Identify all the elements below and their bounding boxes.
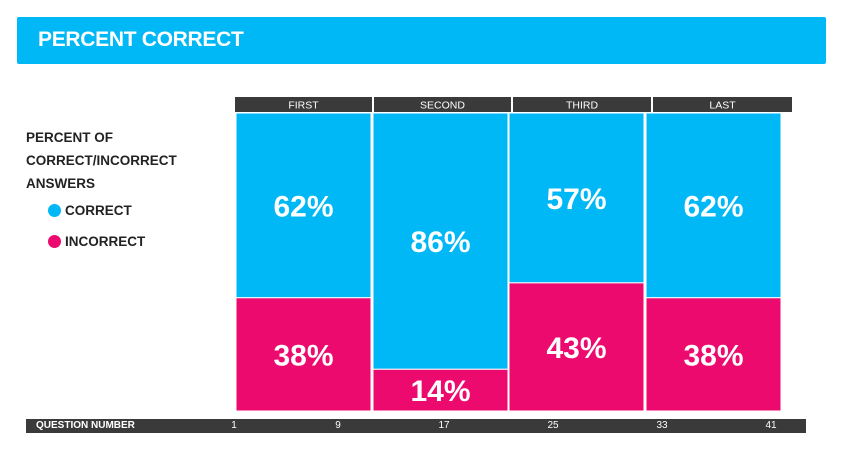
category-header [653,97,792,112]
x-tick: 33 [656,420,668,431]
x-axis-title: QUESTION NUMBER [36,420,135,431]
data-label-incorrect: 14% [410,375,470,408]
category-label: SECOND [420,100,465,112]
category-header [513,97,651,112]
legend-heading: PERCENT OF CORRECT/INCORRECT ANSWERS [26,126,196,195]
bar-segment-correct [645,112,782,299]
data-label-incorrect: 38% [683,339,743,372]
data-label-correct: 62% [683,190,743,223]
category-header [235,97,372,112]
category-label: LAST [709,100,736,112]
category-label: THIRD [566,100,598,112]
title-bar: PERCENT CORRECT [17,17,826,64]
data-label-correct: 62% [273,190,333,223]
category-header [374,97,511,112]
x-tick: 25 [547,420,559,431]
x-axis-bar: QUESTION NUMBER 1 9 17 25 33 41 [26,419,806,433]
legend-item-incorrect: INCORRECT [48,234,145,249]
x-tick: 17 [438,420,450,431]
x-tick: 9 [335,420,341,431]
legend-dot-correct [48,204,61,217]
legend-heading-line-1: PERCENT OF [26,130,114,145]
bar-segment-correct [372,112,509,370]
legend-item-correct: CORRECT [48,203,132,218]
bar-segment-incorrect [235,297,372,412]
legend-label-correct: CORRECT [65,203,132,218]
data-label-incorrect: 43% [546,332,606,365]
bar-segment-incorrect [508,282,645,412]
category-label: FIRST [288,100,319,112]
legend-heading-line-3: ANSWERS [26,176,96,191]
bar-segment-incorrect [645,297,782,412]
bar-segment-incorrect [372,368,509,412]
legend-dot-incorrect [48,235,61,248]
x-tick: 41 [765,420,777,431]
data-label-correct: 86% [410,226,470,259]
chart-title: PERCENT CORRECT [38,28,244,51]
bar-segment-correct [508,112,645,284]
data-label-incorrect: 38% [273,339,333,372]
bar-segment-correct [235,112,372,299]
legend-label-incorrect: INCORRECT [65,234,146,249]
legend-heading-line-2: CORRECT/INCORRECT [26,153,177,168]
x-tick: 1 [231,420,237,431]
data-label-correct: 57% [546,183,606,216]
